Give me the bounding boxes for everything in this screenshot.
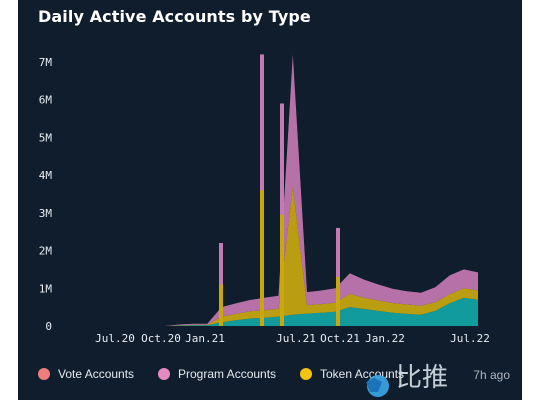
legend-item-program[interactable]: Program Accounts — [158, 367, 276, 381]
y-tick-label: 2M — [39, 245, 53, 258]
y-tick-label: 5M — [39, 131, 53, 144]
area-vote-accounts — [136, 297, 478, 326]
x-tick-label: Oct.21 — [320, 332, 360, 345]
legend-item-vote[interactable]: Vote Accounts — [38, 367, 134, 381]
y-tick-label: 7M — [39, 56, 53, 69]
x-tick-label: Jul.22 — [450, 332, 490, 345]
legend-dot-token — [300, 368, 312, 380]
spike-token — [219, 284, 223, 326]
x-tick-label: Jul.21 — [276, 332, 316, 345]
y-tick-label: 4M — [39, 169, 53, 182]
x-tick-label: Jan.21 — [185, 332, 225, 345]
chart: 0 1M 2M 3M 4M 5M 6M 7M Jul.20 Oct.20 Jan.21 Jul.21… — [39, 54, 490, 345]
svg-text:比推: 比推 — [396, 363, 448, 393]
y-tick-label: 0 — [45, 320, 52, 333]
x-tick-label: Oct.20 — [141, 332, 181, 345]
legend: Vote Accounts Program Accounts Token Acc… — [18, 362, 522, 388]
legend-dot-program — [158, 368, 170, 380]
spike-token — [280, 214, 284, 326]
spike-token — [336, 276, 340, 326]
x-tick-label: Jan.22 — [365, 332, 405, 345]
y-tick-label: 1M — [39, 282, 53, 295]
legend-dot-vote — [38, 368, 50, 380]
spike-token — [260, 190, 264, 326]
spike-program — [260, 54, 264, 326]
chart-title: Daily Active Accounts by Type — [38, 7, 311, 26]
chart-panel: Daily Active Accounts by Type 0 1M 2M 3M 4M 5… — [18, 0, 522, 400]
watermark-logo: 比推 — [366, 363, 448, 397]
x-tick-label: Jul.20 — [95, 332, 135, 345]
y-tick-label: 3M — [39, 207, 53, 220]
y-tick-label: 6M — [39, 94, 53, 107]
updated-time: 7h ago — [473, 368, 510, 382]
legend-label-program: Program Accounts — [178, 367, 277, 381]
legend-label-vote: Vote Accounts — [58, 367, 135, 381]
area-program-accounts — [136, 54, 478, 326]
